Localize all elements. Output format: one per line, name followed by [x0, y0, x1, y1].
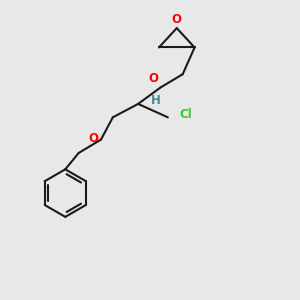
Text: O: O: [88, 132, 99, 145]
Text: O: O: [172, 13, 182, 26]
Text: H: H: [151, 94, 160, 107]
Text: Cl: Cl: [179, 108, 192, 122]
Text: O: O: [148, 72, 158, 85]
